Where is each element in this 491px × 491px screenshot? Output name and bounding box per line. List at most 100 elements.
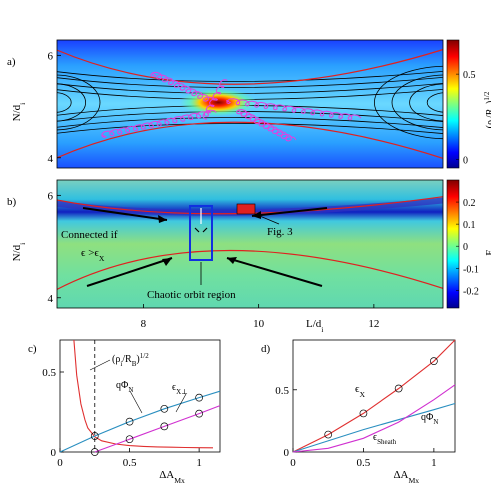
panel-label: a)	[7, 56, 16, 68]
field-line	[57, 117, 443, 128]
annotation-condition: ϵ >ϵX	[81, 247, 105, 263]
data-point	[195, 393, 203, 402]
arrow-line	[251, 207, 328, 217]
colorbar-tick-label: 0.5	[463, 70, 476, 81]
y-tick-label: 4	[48, 293, 54, 305]
data-point	[125, 417, 134, 426]
x-axis-label: ΔAMx	[393, 469, 419, 485]
series-line	[292, 402, 456, 453]
arrow-head	[158, 215, 167, 223]
island-contour	[57, 83, 86, 122]
arrow-line	[86, 257, 173, 287]
y-tick-label: 0	[284, 447, 290, 459]
chaotic-region-box	[189, 205, 213, 261]
particle-orbit	[202, 79, 228, 120]
separatrix	[57, 121, 443, 160]
panel-d: 0 0.5 1 0 0.5 ΔAMx d) ϵX qΦN ϵSheath	[261, 339, 456, 485]
y-tick-label: 0	[51, 447, 57, 459]
data-point	[324, 430, 333, 439]
island-contour	[409, 83, 443, 122]
y-tick-label: 4	[48, 153, 54, 165]
annotation-fig3: Fig. 3	[267, 226, 293, 238]
colorbar	[446, 39, 460, 169]
separatrix	[57, 48, 443, 85]
y-tick-label: 0.5	[42, 367, 56, 379]
separatrix	[57, 196, 443, 215]
heatmap-overlays	[57, 48, 443, 160]
arrow-line	[226, 257, 323, 287]
island-contour	[57, 74, 101, 131]
series-group	[292, 339, 456, 453]
series-group	[59, 339, 221, 456]
field-line	[57, 123, 443, 134]
annotation-leader	[175, 393, 187, 413]
island-contour	[426, 92, 443, 113]
series-label-eps-x: ϵX	[355, 383, 365, 399]
x-axis-label: L/di	[306, 318, 323, 334]
series-line	[292, 339, 456, 453]
current-sheet	[57, 197, 443, 216]
panel-label: d)	[261, 343, 271, 355]
colorbar-tick-label: -0.1	[463, 264, 479, 275]
panel-label: c)	[28, 343, 37, 355]
series-line	[292, 384, 456, 453]
colorbar-tick-label: 0	[463, 155, 468, 166]
data-point	[359, 409, 368, 418]
data-point	[430, 357, 438, 366]
fig3-marker	[236, 203, 256, 215]
x-tick-label: 0	[290, 457, 296, 469]
particle-orbit	[101, 109, 217, 138]
annotation-chaotic: Chaotic orbit region	[147, 289, 236, 301]
colorbar-tick-label: -0.2	[463, 286, 479, 297]
field-line	[57, 76, 443, 88]
series-label-eps-xperp: ϵX⊥	[172, 382, 188, 396]
x-tick-label: 0.5	[123, 457, 137, 469]
axes-frame	[59, 339, 221, 453]
panel-c: 0 0.5 1 0 0.5 ΔAMx c) (ρi/RB)1/2 qΦN ϵX⊥	[28, 339, 221, 485]
arrow-line	[82, 207, 168, 221]
colorbar-label: EN	[485, 244, 491, 255]
heatmap-overlays	[57, 196, 443, 291]
heatmap-background	[57, 180, 443, 308]
series-label-eps-sheath: ϵSheath	[373, 432, 397, 446]
particle-orbit	[150, 71, 215, 102]
y-axis-label: N/di	[11, 243, 27, 262]
series-label-qphi: qΦN	[421, 412, 438, 426]
series-line	[94, 405, 221, 453]
colorbar-label: (ρi/RB)1/2	[483, 91, 491, 128]
annotation-leader	[254, 213, 280, 225]
particle-orbit	[236, 108, 297, 142]
panel-a: 6 4 N/di a) 0.5 0 (ρi/RB)1/2	[7, 39, 491, 169]
series-label-qphi: qΦN	[116, 380, 133, 394]
colorbar-tick-label: 0.2	[463, 198, 476, 209]
axes-frame	[56, 39, 444, 169]
axes-frame	[56, 179, 444, 309]
x-tick-label: 1	[431, 457, 437, 469]
y-tick-label: 6	[48, 190, 54, 202]
separatrix	[57, 249, 443, 291]
particle-orbit	[226, 98, 362, 121]
series-label-rho: (ρi/RB)1/2	[112, 352, 149, 368]
x-tick-label: 10	[253, 318, 265, 330]
island-contour	[391, 74, 443, 131]
x-axis-label: ΔAMx	[159, 469, 185, 485]
colorbar	[446, 179, 460, 309]
arrow-head	[162, 258, 172, 266]
colorbar-tick-label: 0	[463, 242, 468, 253]
panel-b: 6 4 8 10 12 L/di N/di b) Connected if ϵ >ϵX Fig. 3…	[7, 179, 491, 334]
data-point	[160, 404, 169, 413]
x-tick-label: 12	[368, 318, 379, 330]
arrow-head	[227, 257, 237, 264]
data-point	[160, 422, 169, 431]
island-contour	[57, 92, 72, 113]
y-tick-label: 6	[48, 50, 54, 62]
x-tick-label: 0	[57, 457, 63, 469]
field-line	[57, 70, 443, 82]
annotation-leader	[129, 390, 143, 414]
colorbar-tick-label: 0.1	[463, 220, 476, 231]
x-point-marker	[194, 227, 208, 233]
annotation-connected: Connected if	[61, 229, 118, 241]
data-point	[125, 435, 134, 444]
x-tick-label: 0.5	[357, 457, 371, 469]
